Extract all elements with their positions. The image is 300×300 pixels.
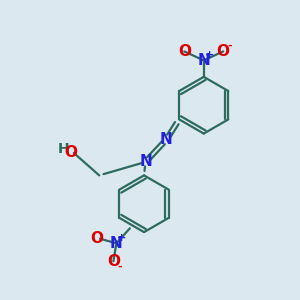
Text: +: +	[205, 50, 214, 60]
Text: +: +	[117, 233, 126, 243]
Text: N: N	[197, 53, 210, 68]
Text: O: O	[178, 44, 191, 59]
Text: O: O	[217, 44, 230, 59]
Text: O: O	[91, 231, 103, 246]
Text: -: -	[227, 41, 232, 51]
Text: H: H	[58, 142, 69, 155]
Text: N: N	[139, 154, 152, 169]
Text: -: -	[118, 262, 122, 272]
Text: O: O	[107, 254, 120, 269]
Text: N: N	[160, 132, 173, 147]
Text: O: O	[64, 146, 77, 160]
Text: N: N	[110, 236, 123, 251]
